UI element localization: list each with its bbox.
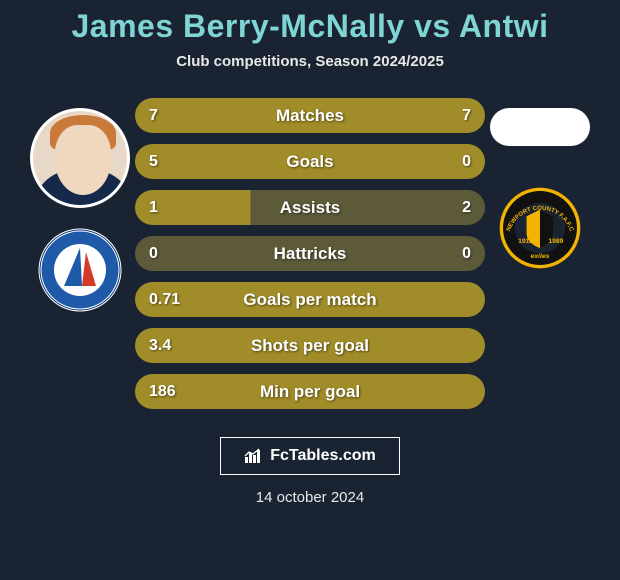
stat-label: Matches xyxy=(209,106,411,126)
stat-bar: 186Min per goal xyxy=(135,374,485,409)
stat-left-value: 5 xyxy=(149,153,209,171)
badge-motto: exiles xyxy=(531,253,550,260)
stat-right-value: 0 xyxy=(411,245,471,263)
photo-face xyxy=(55,125,111,195)
right-club-badge: 1912 1989 exiles NEWPORT COUNTY F.A.F.C xyxy=(498,186,582,270)
stat-right-value: 0 xyxy=(411,153,471,171)
date-text: 14 october 2024 xyxy=(256,489,364,506)
badge-year-left: 1912 xyxy=(518,238,533,245)
brand-box: FcTables.com xyxy=(220,437,400,475)
stats-column: 7Matches75Goals01Assists20Hattricks00.71… xyxy=(135,98,485,409)
subtitle: Club competitions, Season 2024/2025 xyxy=(176,53,444,70)
chart-bars-icon xyxy=(244,448,264,464)
stat-bar: 0.71Goals per match xyxy=(135,282,485,317)
stat-bar: 1Assists2 xyxy=(135,190,485,225)
stat-bar: 0Hattricks0 xyxy=(135,236,485,271)
stat-left-value: 0 xyxy=(149,245,209,263)
right-player-photo-placeholder xyxy=(490,108,590,146)
stat-left-value: 0.71 xyxy=(149,291,209,309)
stat-label: Min per goal xyxy=(209,382,411,402)
stat-left-value: 1 xyxy=(149,199,209,217)
page-title: James Berry-McNally vs Antwi xyxy=(71,8,548,45)
stat-label: Shots per goal xyxy=(209,336,411,356)
left-player-column xyxy=(25,98,135,312)
stat-bar: 7Matches7 xyxy=(135,98,485,133)
footer: FcTables.com 14 october 2024 xyxy=(220,437,400,506)
chesterfield-badge-icon xyxy=(38,228,122,312)
stat-bar: 3.4Shots per goal xyxy=(135,328,485,363)
stat-left-value: 186 xyxy=(149,383,209,401)
stat-label: Assists xyxy=(209,198,411,218)
stat-left-value: 3.4 xyxy=(149,337,209,355)
stat-label: Goals xyxy=(209,152,411,172)
left-player-photo xyxy=(30,108,130,208)
stat-right-value: 7 xyxy=(411,107,471,125)
stat-label: Goals per match xyxy=(209,290,411,310)
comparison-area: 7Matches75Goals01Assists20Hattricks00.71… xyxy=(0,98,620,409)
right-player-column: 1912 1989 exiles NEWPORT COUNTY F.A.F.C xyxy=(485,98,595,270)
stat-left-value: 7 xyxy=(149,107,209,125)
stat-right-value: 2 xyxy=(411,199,471,217)
stat-bar: 5Goals0 xyxy=(135,144,485,179)
left-club-badge xyxy=(38,228,122,312)
badge-year-right: 1989 xyxy=(548,238,563,245)
newport-badge-icon: 1912 1989 exiles NEWPORT COUNTY F.A.F.C xyxy=(498,178,582,278)
stat-label: Hattricks xyxy=(209,244,411,264)
brand-text: FcTables.com xyxy=(270,447,376,465)
